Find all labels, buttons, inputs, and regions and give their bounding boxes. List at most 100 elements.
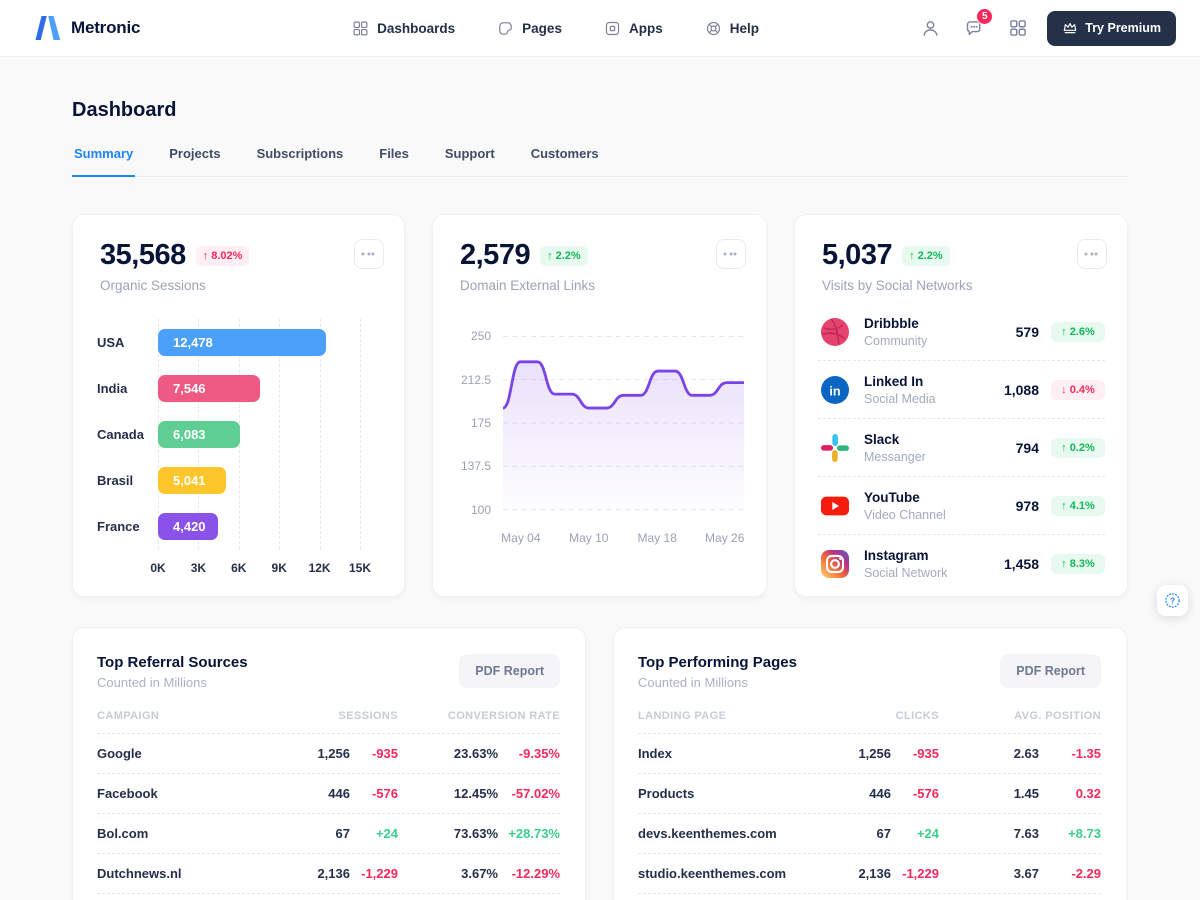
bar-row: Brasil 5,041 [97, 457, 384, 503]
bar-category: Canada [97, 426, 144, 442]
cell-value: 7.63 [1013, 826, 1039, 841]
x-tick: 12K [308, 561, 331, 575]
tab-customers[interactable]: Customers [529, 146, 601, 177]
chat-icon [964, 18, 985, 39]
countries-bar-chart: USA 12,478 India 7,546 Canada 6,083 Bras… [97, 319, 384, 575]
user-button[interactable] [915, 13, 945, 43]
cell-name: Dutchnews.nl [97, 866, 182, 881]
tab-subscriptions[interactable]: Subscriptions [255, 146, 346, 177]
bar: 12,478 [158, 328, 327, 356]
pages-icon [497, 20, 514, 37]
stat-label: Organic Sessions [100, 278, 206, 293]
cell-delta: -576 [371, 786, 398, 801]
cell-value: 1.45 [1013, 786, 1039, 801]
premium-label: Try Premium [1085, 21, 1161, 35]
cell-name: devs.keenthemes.com [638, 826, 777, 841]
chat-button[interactable]: 5 [959, 8, 994, 43]
question-badge-icon: ? [1163, 591, 1182, 610]
cell-delta: -576 [912, 786, 939, 801]
brand[interactable]: Metronic [34, 15, 334, 41]
cell-value: 12.45% [453, 786, 498, 801]
cell-value: 23.63% [453, 746, 498, 761]
card-title: Top Performing Pages [638, 654, 797, 671]
bar: 4,420 [158, 512, 218, 540]
bar-row: Canada 6,083 [97, 411, 384, 457]
nav-item-help[interactable]: Help [705, 20, 759, 37]
list-item: Instagram Social Network 1,458 ↑ 8.3% [818, 535, 1105, 593]
social-delta-badge: ↑ 2.6% [1051, 321, 1105, 342]
cell-value: 67 [335, 826, 350, 841]
y-axis: 250 212.5 175 137.5 100 [459, 327, 503, 521]
card-menu-button[interactable] [354, 239, 384, 269]
social-name: Instagram [864, 548, 929, 563]
cell-name: Facebook [97, 786, 158, 801]
social-delta-badge: ↑ 8.3% [1051, 554, 1105, 574]
x-tick: 15K [348, 561, 372, 575]
table-header: LANDING PAGE CLICKS AVG. POSITION [638, 710, 1101, 734]
card-menu-button[interactable] [716, 239, 746, 269]
table-row: Index 1,256 -935 2.63 -1.35 [638, 734, 1101, 774]
card-subtitle: Counted in Millions [97, 675, 207, 690]
nav-item-dashboards[interactable]: Dashboards [352, 20, 455, 37]
app-launcher-icon [1008, 18, 1028, 38]
tab-summary[interactable]: Summary [72, 146, 136, 177]
card-menu-button[interactable] [1077, 239, 1107, 269]
tab-projects[interactable]: Projects [167, 146, 222, 177]
bar-row: USA 12,478 [97, 319, 384, 365]
try-premium-button[interactable]: Try Premium [1047, 10, 1176, 46]
pdf-report-button[interactable]: PDF Report [459, 654, 560, 688]
y-tick: 137.5 [460, 459, 491, 474]
cell-delta: -1,229 [902, 866, 939, 881]
stat-value: 35,568 [100, 239, 186, 271]
page-title: Dashboard [72, 99, 177, 121]
app-launcher-button[interactable] [1003, 13, 1033, 43]
nav-item-pages[interactable]: Pages [497, 20, 562, 37]
list-item: Dribbble Community 579 ↑ 2.6% [818, 303, 1105, 361]
floating-help-button[interactable]: ? [1157, 585, 1188, 616]
column-header: LANDING PAGE [638, 710, 727, 722]
cell-delta: -935 [912, 746, 939, 761]
main-content: Dashboard Summary Projects Subscriptions… [0, 99, 1200, 900]
organic-sessions-card: 35,568 ↑ 8.02% Organic Sessions USA 12,4… [72, 214, 405, 597]
notification-badge: 5 [976, 8, 994, 25]
cell-name: Bol.com [97, 826, 149, 841]
social-list: Dribbble Community 579 ↑ 2.6% in Linked … [818, 303, 1105, 593]
stat-delta-badge: ↑ 8.02% [195, 245, 250, 266]
bar-x-axis: 0K 3K 6K 9K 12K 15K [97, 549, 384, 575]
table-row: studio.keenthemes.com 2,136 -1,229 3.67 … [638, 854, 1101, 894]
tab-files[interactable]: Files [377, 146, 411, 177]
social-delta-badge: ↓ 0.4% [1051, 379, 1105, 400]
pdf-report-button[interactable]: PDF Report [1000, 654, 1101, 688]
metronic-logo-icon [34, 15, 61, 41]
table-row: Products 446 -576 1.45 0.32 [638, 774, 1101, 814]
stat-label: Domain External Links [460, 278, 596, 293]
nav-item-apps[interactable]: Apps [604, 20, 663, 37]
column-header: SESSIONS [338, 710, 398, 722]
bar-category: France [97, 518, 140, 534]
crown-icon [1062, 20, 1078, 36]
referral-sources-card: Top Referral Sources Counted in Millions… [72, 627, 586, 900]
cell-delta: +28.73% [508, 826, 560, 841]
social-value: 978 [1015, 497, 1039, 514]
cell-name: Index [638, 746, 672, 761]
y-tick: 175 [470, 416, 491, 430]
y-tick: 100 [470, 502, 491, 517]
social-value: 1,088 [1003, 381, 1039, 398]
cell-delta: -57.02% [511, 786, 560, 801]
cell-name: Google [97, 746, 142, 761]
brand-text: Metronic [71, 18, 141, 37]
nav-label: Help [729, 20, 759, 36]
tab-support[interactable]: Support [443, 146, 497, 177]
stat-delta-badge: ↑ 2.2% [902, 245, 950, 266]
social-sub: Social Media [864, 391, 936, 406]
youtube-icon [818, 489, 852, 523]
column-header: CONVERSION RATE [447, 710, 560, 722]
bar: 7,546 [158, 374, 260, 402]
stat-label: Visits by Social Networks [822, 278, 973, 293]
main-nav: Dashboards Pages Apps [352, 20, 759, 37]
performing-pages-card: Top Performing Pages Counted in Millions… [613, 627, 1127, 900]
cell-value: 1,256 [317, 746, 350, 761]
y-tick: 212.5 [460, 372, 491, 387]
domain-links-card: 2,579 ↑ 2.2% Domain External Links 250 2… [432, 214, 767, 597]
list-item: Slack Messanger 794 ↑ 0.2% [818, 419, 1105, 477]
